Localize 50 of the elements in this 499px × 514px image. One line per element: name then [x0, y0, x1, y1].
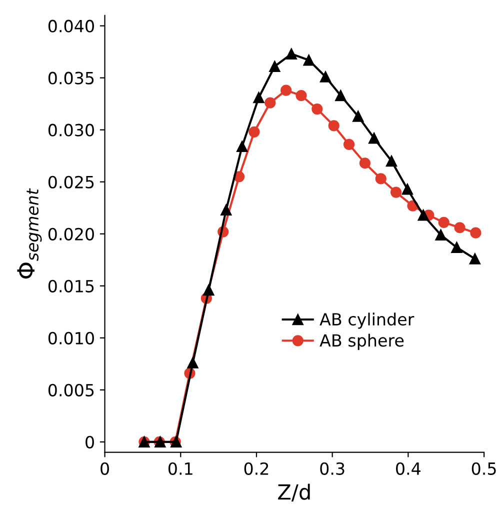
point — [312, 103, 323, 115]
point — [328, 120, 340, 132]
y-axis-title: Φ$_{segment}$ — [17, 188, 42, 279]
point — [352, 110, 364, 122]
point — [451, 242, 462, 253]
y-tick-label: 0.010 — [48, 332, 94, 344]
y-tick-label: 0.030 — [48, 124, 94, 136]
point — [220, 204, 232, 216]
y-tick-label: 0.005 — [48, 384, 94, 396]
point — [296, 90, 307, 102]
point — [203, 284, 214, 296]
y-tick-label: 0.025 — [48, 176, 94, 188]
point — [469, 253, 480, 264]
point — [253, 92, 264, 104]
y-tick-label: 0.015 — [48, 280, 94, 292]
point — [303, 54, 314, 66]
point — [402, 184, 413, 195]
point — [248, 126, 260, 138]
point — [470, 227, 482, 238]
x-tick-label: 0.2 — [244, 462, 268, 475]
point — [390, 186, 402, 198]
point — [418, 210, 429, 221]
y-tick-label: 0.040 — [48, 20, 94, 32]
point — [368, 132, 380, 144]
point — [280, 84, 292, 96]
point — [343, 138, 355, 150]
point — [454, 222, 466, 234]
point — [386, 155, 398, 167]
x-tick-label: 0.1 — [168, 462, 192, 475]
x-tick-label: 0.4 — [396, 462, 420, 475]
point — [335, 90, 346, 102]
point — [269, 60, 280, 72]
point — [264, 97, 276, 108]
point — [286, 48, 297, 60]
point — [359, 158, 371, 169]
legend-label: AB sphere — [320, 334, 404, 350]
point — [236, 140, 248, 152]
point — [435, 229, 446, 240]
x-tick-label: 0.5 — [472, 462, 496, 475]
point — [375, 173, 386, 184]
point — [438, 216, 450, 228]
point — [320, 71, 332, 82]
y-tick-label: 0.020 — [48, 228, 94, 240]
x-tick-label: 0 — [100, 462, 109, 475]
legend-label: AB cylinder — [320, 312, 414, 329]
x-tick-label: 0.3 — [320, 462, 344, 475]
y-tick-label: 0.035 — [48, 72, 94, 84]
y-tick-label: 0 — [86, 436, 94, 448]
point — [187, 357, 198, 368]
x-axis-title: Z/d — [278, 484, 310, 502]
